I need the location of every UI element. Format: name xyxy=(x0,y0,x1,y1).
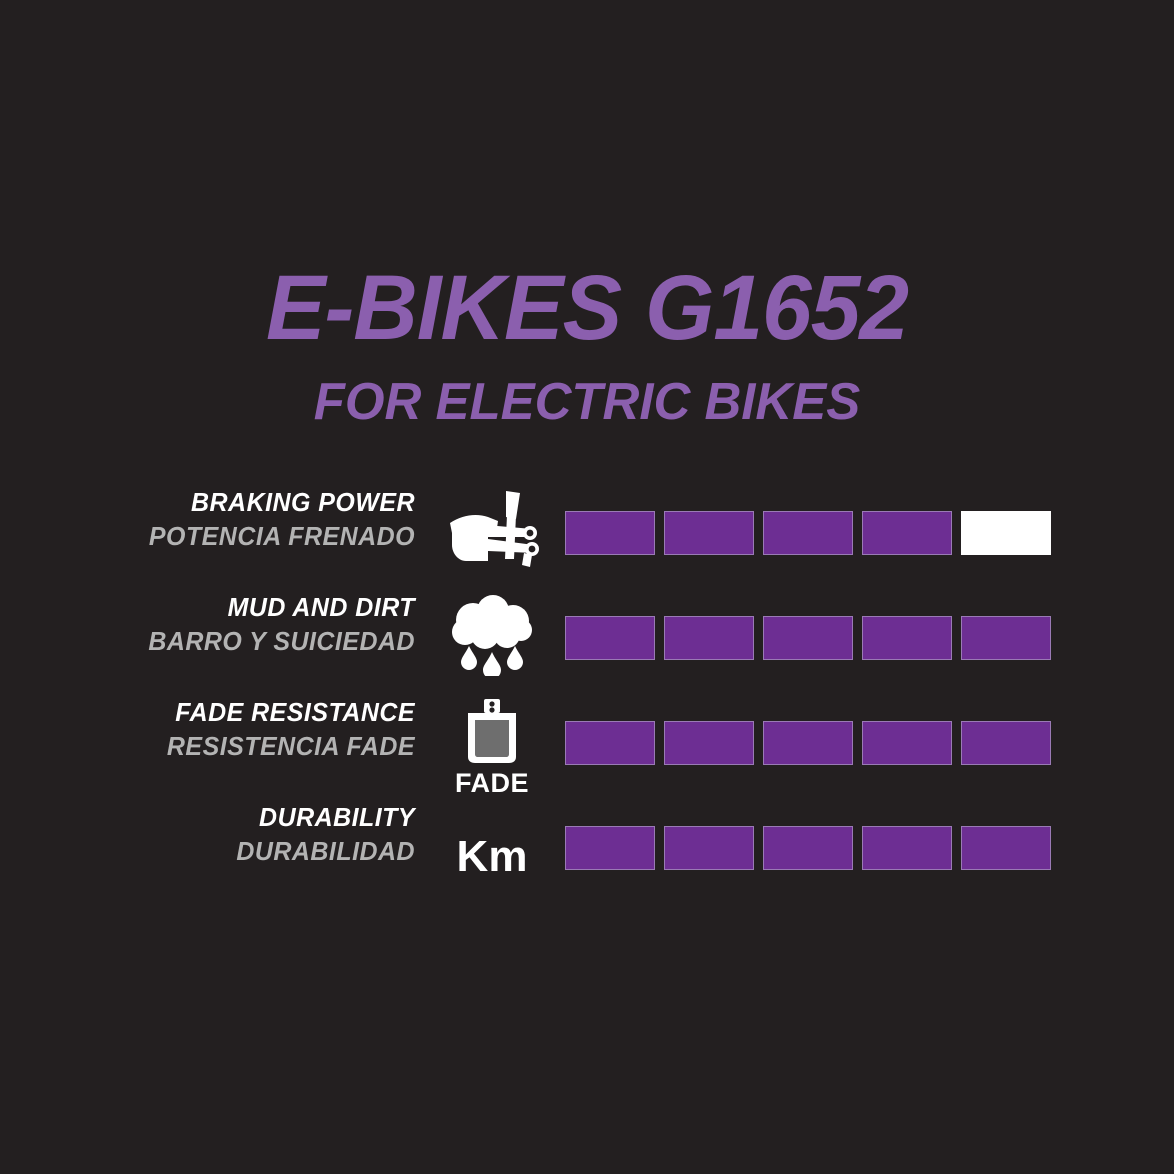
row-label-en: FADE RESISTANCE xyxy=(175,697,415,727)
rating-bar-segment xyxy=(961,721,1051,765)
rating-bar-segment xyxy=(862,721,952,765)
row-label-es: BARRO Y SUICIEDAD xyxy=(148,626,415,657)
rating-bar-segment xyxy=(664,826,754,870)
row-labels: MUD AND DIRT BARRO Y SUICIEDAD xyxy=(120,592,415,657)
row-label-es: DURABILIDAD xyxy=(236,836,415,867)
rating-bar-segment xyxy=(664,511,754,555)
rating-bar-segment xyxy=(862,826,952,870)
spec-row-durability: DURABILITY DURABILIDAD Km xyxy=(0,802,1174,909)
rating-bar-segment xyxy=(565,826,655,870)
rating-bar-segment xyxy=(565,616,655,660)
rating-bar-segment xyxy=(763,511,853,555)
rating-bar-segment xyxy=(763,826,853,870)
page-subtitle: FOR ELECTRIC BIKES xyxy=(313,373,861,431)
row-label-es: POTENCIA FRENADO xyxy=(148,521,415,552)
row-label-es: RESISTENCIA FADE xyxy=(166,731,415,762)
header: E-BIKES G1652 FOR ELECTRIC BIKES xyxy=(0,262,1174,428)
rating-bar-segment xyxy=(664,616,754,660)
row-icon-cell: Km xyxy=(437,804,547,909)
rain-cloud-icon xyxy=(447,594,537,676)
rating-bar-segment xyxy=(862,616,952,660)
rating-bars xyxy=(565,826,1051,870)
spec-rows: BRAKING POWER POTENCIA FRENADO xyxy=(0,487,1174,909)
spec-row-braking-power: BRAKING POWER POTENCIA FRENADO xyxy=(0,487,1174,594)
row-icon-cell: FADE xyxy=(437,699,547,804)
brake-pad-icon-caption: FADE xyxy=(454,768,529,798)
rating-bar-segment xyxy=(862,511,952,555)
row-label-en: BRAKING POWER xyxy=(191,487,415,517)
rating-bars xyxy=(565,511,1051,555)
row-labels: FADE RESISTANCE RESISTENCIA FADE xyxy=(120,697,415,762)
row-icon-cell xyxy=(437,489,547,594)
rating-bar-segment xyxy=(961,616,1051,660)
rating-bar-segment xyxy=(961,826,1051,870)
braking-hand-lever-icon xyxy=(444,489,540,567)
spec-row-mud-and-dirt: MUD AND DIRT BARRO Y SUICIEDAD xyxy=(0,592,1174,699)
row-labels: DURABILITY DURABILIDAD xyxy=(120,802,415,867)
rating-bar-segment xyxy=(565,511,655,555)
row-label-en: MUD AND DIRT xyxy=(227,592,415,622)
rating-bars xyxy=(565,616,1051,660)
kilometres-icon: Km xyxy=(456,831,528,881)
rating-bar-segment xyxy=(664,721,754,765)
rating-bar-segment xyxy=(565,721,655,765)
rating-bar-segment xyxy=(763,616,853,660)
row-label-en: DURABILITY xyxy=(259,802,415,832)
row-icon-cell xyxy=(437,594,547,699)
page-title: E-BIKES G1652 xyxy=(265,257,909,359)
rating-bar-segment xyxy=(763,721,853,765)
rating-bar-segment xyxy=(961,511,1051,555)
spec-row-fade-resistance: FADE RESISTANCE RESISTENCIA FADE xyxy=(0,697,1174,804)
row-labels: BRAKING POWER POTENCIA FRENADO xyxy=(120,487,415,552)
rating-bars xyxy=(565,721,1051,765)
brake-pad-icon xyxy=(456,699,528,767)
